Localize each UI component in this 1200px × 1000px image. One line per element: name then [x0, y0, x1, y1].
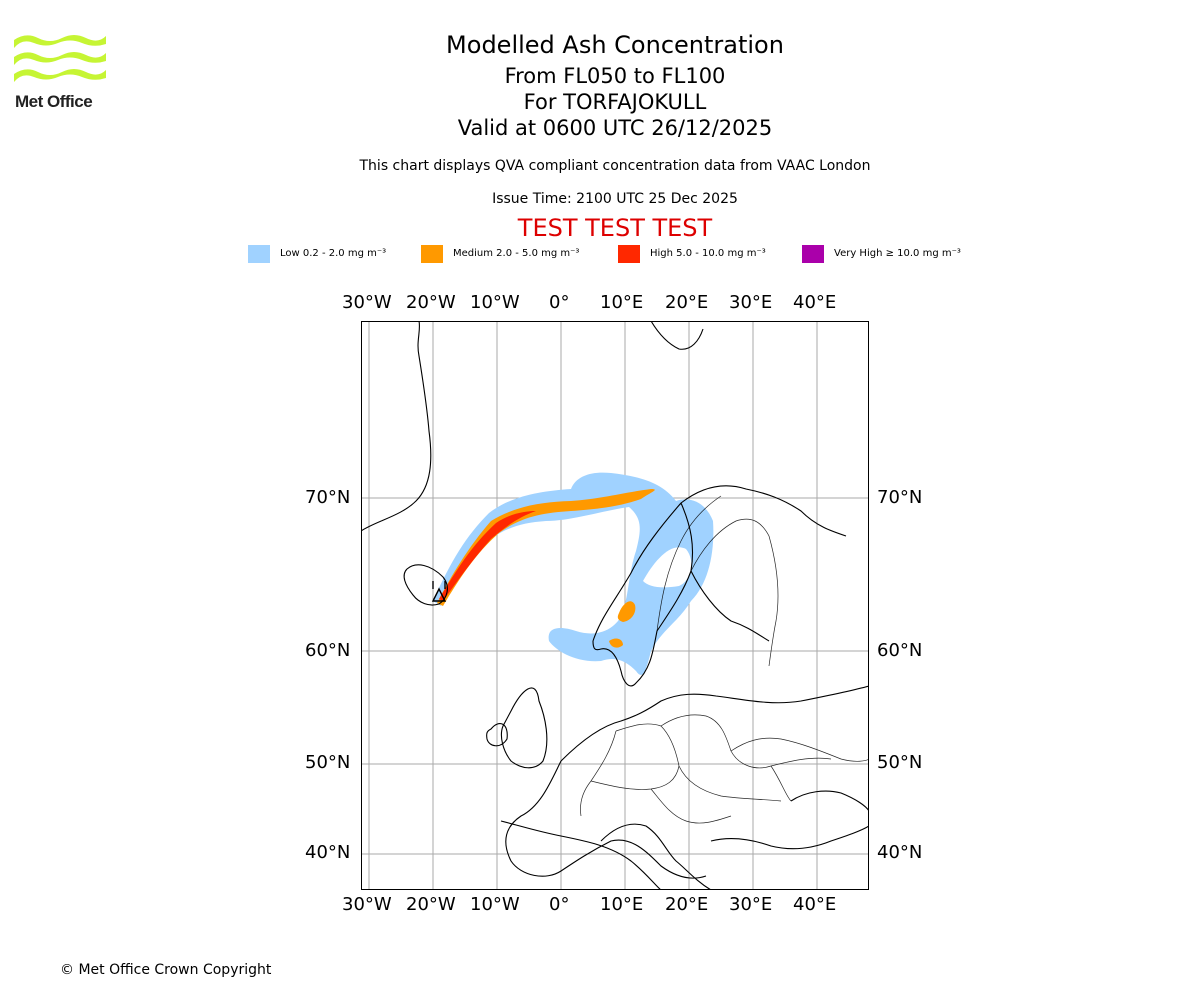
legend-swatch-medium	[421, 244, 443, 263]
test-banner: TEST TEST TEST	[517, 214, 713, 242]
legend-swatch-low	[248, 244, 270, 263]
legend-item-low: Low 0.2 - 2.0 mg m⁻³	[248, 244, 386, 263]
lon-label-bottom: 20°E	[665, 894, 709, 915]
black-sea-coast	[790, 790, 869, 812]
lon-label-top: 30°W	[342, 292, 392, 313]
north-africa-coast	[500, 820, 662, 890]
lon-label-top: 0°	[549, 292, 570, 313]
lon-label-top: 10°W	[470, 292, 520, 313]
lon-label-bottom: 20°W	[406, 894, 456, 915]
legend-item-very-high: Very High ≥ 10.0 mg m⁻³	[802, 244, 961, 263]
lon-label-top: 20°E	[665, 292, 709, 313]
chart-title: Modelled Ash Concentration	[446, 31, 784, 59]
lat-label-left: 40°N	[305, 842, 351, 863]
legend-item-medium: Medium 2.0 - 5.0 mg m⁻³	[421, 244, 579, 263]
coastlines	[361, 321, 869, 890]
chart-description: This chart displays QVA compliant concen…	[359, 158, 871, 174]
lon-label-bottom: 30°W	[342, 894, 392, 915]
lat-label-left: 70°N	[305, 487, 351, 508]
lat-label-right: 50°N	[877, 752, 923, 773]
met-office-logo-text: Met Office	[15, 92, 93, 111]
lat-label-left: 50°N	[305, 752, 351, 773]
lon-label-top: 30°E	[729, 292, 773, 313]
legend-label-low: Low 0.2 - 2.0 mg m⁻³	[280, 248, 387, 259]
lat-label-right: 70°N	[877, 487, 923, 508]
legend-label-very-high: Very High ≥ 10.0 mg m⁻³	[834, 248, 961, 259]
lat-label-left: 60°N	[305, 640, 351, 661]
valid-time: Valid at 0600 UTC 26/12/2025	[457, 116, 773, 140]
mediterranean-coast	[600, 823, 869, 890]
lon-label-bottom: 10°W	[470, 894, 520, 915]
legend-swatch-very-high	[802, 244, 824, 263]
legend-item-high: High 5.0 - 10.0 mg m⁻³	[618, 244, 766, 263]
lon-label-bottom: 30°E	[729, 894, 773, 915]
greenland-coast	[361, 321, 432, 532]
lon-label-top: 10°E	[600, 292, 644, 313]
legend-label-medium: Medium 2.0 - 5.0 mg m⁻³	[453, 248, 580, 259]
issue-time: Issue Time: 2100 UTC 25 Dec 2025	[492, 191, 738, 207]
copyright-notice: © Met Office Crown Copyright	[60, 962, 272, 978]
lon-label-bottom: 0°	[549, 894, 570, 915]
map-frame	[361, 321, 869, 890]
lat-label-right: 60°N	[877, 640, 923, 661]
svalbard-coast	[650, 321, 704, 350]
lon-label-top: 20°W	[406, 292, 456, 313]
legend-swatch-high	[618, 244, 640, 263]
met-office-logo	[14, 35, 106, 82]
continental-europe-coast	[505, 685, 869, 879]
legend-label-high: High 5.0 - 10.0 mg m⁻³	[650, 248, 766, 259]
lat-label-right: 40°N	[877, 842, 923, 863]
finland-coast	[690, 570, 770, 642]
ash-high-concentration	[439, 511, 536, 601]
lon-label-bottom: 10°E	[600, 894, 644, 915]
flight-level-range: From FL050 to FL100	[504, 64, 726, 88]
ash-map	[361, 321, 869, 890]
volcano-name: For TORFAJOKULL	[523, 90, 707, 114]
british-isles-coast	[486, 687, 548, 769]
volcano-marker	[431, 581, 447, 602]
lon-label-top: 40°E	[793, 292, 837, 313]
iceland-coast	[403, 564, 448, 606]
lon-label-bottom: 40°E	[793, 894, 837, 915]
national-borders	[580, 495, 869, 824]
